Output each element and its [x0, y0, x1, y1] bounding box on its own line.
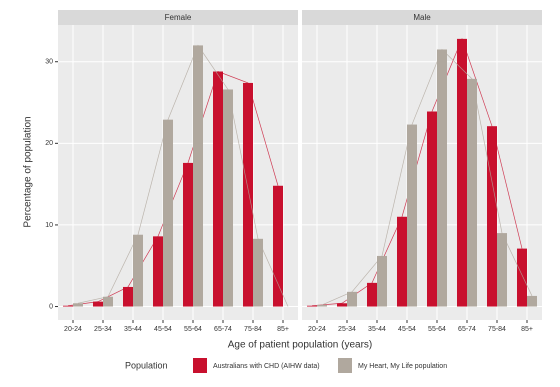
x-axis-title: Age of patient population (years) — [228, 340, 373, 351]
bar — [73, 303, 83, 307]
bar — [457, 38, 467, 307]
facet-title: Male — [413, 13, 431, 22]
legend-label: Australians with CHD (AIHW data) — [213, 363, 320, 370]
x-tick-label: 55-64 — [428, 326, 446, 333]
bar — [487, 126, 497, 307]
bar — [93, 301, 103, 307]
x-tick-label: 85+ — [521, 326, 533, 333]
y-tick-label: 30 — [45, 59, 53, 66]
y-axis-title: Percentage of population — [23, 116, 34, 227]
x-tick-label: 35-44 — [124, 326, 142, 333]
x-tick-label: 20-24 — [308, 326, 326, 333]
bar — [223, 89, 233, 307]
x-tick-label: 45-54 — [154, 326, 172, 333]
bar — [407, 124, 417, 307]
bar — [213, 71, 223, 307]
bar — [397, 216, 407, 307]
series-line — [321, 48, 533, 306]
bar — [63, 305, 73, 307]
legend-title: Population — [125, 360, 168, 370]
bar — [253, 238, 263, 307]
bar — [193, 45, 203, 307]
bar — [517, 248, 527, 307]
x-tick-label: 65-74 — [458, 326, 476, 333]
x-tick-label: 55-64 — [184, 326, 202, 333]
bar — [163, 119, 173, 307]
legend-swatch — [338, 358, 352, 373]
x-tick-label: 20-24 — [64, 326, 82, 333]
bar — [367, 282, 377, 307]
bar — [437, 49, 447, 307]
bar — [347, 291, 357, 307]
bar — [273, 185, 283, 307]
bar — [497, 233, 507, 307]
x-tick-label: 45-54 — [398, 326, 416, 333]
bar — [243, 82, 253, 307]
x-tick-label: 25-34 — [338, 326, 356, 333]
x-tick-label: 65-74 — [214, 326, 232, 333]
x-tick-label: 85+ — [277, 326, 289, 333]
facet-title: Female — [165, 13, 192, 22]
bar — [153, 236, 163, 307]
bar — [123, 286, 133, 307]
bar — [183, 162, 193, 307]
bar — [467, 78, 477, 307]
bar — [103, 296, 113, 307]
bar — [307, 305, 317, 307]
facet-strip — [302, 10, 542, 25]
x-tick-label: 75-84 — [244, 326, 262, 333]
y-tick-label: 0 — [49, 303, 53, 310]
bar — [317, 304, 327, 307]
bar — [427, 111, 437, 307]
y-tick-label: 10 — [45, 222, 53, 229]
x-tick-label: 75-84 — [488, 326, 506, 333]
x-tick-label: 35-44 — [368, 326, 386, 333]
series-line — [77, 44, 289, 307]
bar — [337, 303, 347, 307]
legend-swatch — [193, 358, 207, 373]
x-tick-label: 25-34 — [94, 326, 112, 333]
legend-label: My Heart, My Life population — [358, 363, 447, 370]
y-tick-label: 20 — [45, 140, 53, 147]
facet-strip — [58, 10, 298, 25]
bar — [527, 295, 537, 307]
bar — [377, 255, 387, 307]
bar — [133, 234, 143, 307]
